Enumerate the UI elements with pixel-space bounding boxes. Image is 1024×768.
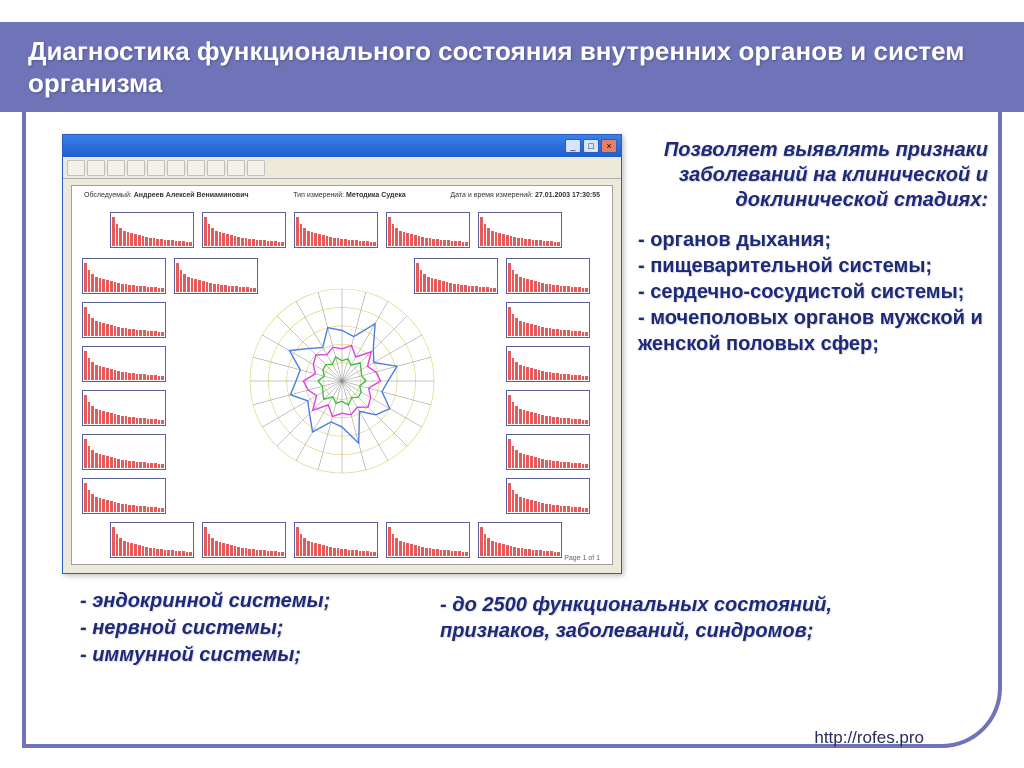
mini-bar-chart: [294, 212, 378, 248]
list-item: - органов дыхания;: [638, 227, 988, 253]
mini-bar-chart: [82, 390, 166, 426]
doc-subject-label: Обследуемый: Андреев Алексей Вениаминови…: [84, 192, 249, 199]
mini-bar-chart: [82, 258, 166, 294]
mini-bar-chart: [202, 522, 286, 558]
list-item: - иммунной системы;: [80, 642, 430, 669]
toolbar-button[interactable]: [167, 160, 185, 176]
toolbar-button[interactable]: [227, 160, 245, 176]
mini-bar-chart: [294, 522, 378, 558]
mini-bar-chart: [82, 478, 166, 514]
toolbar-button[interactable]: [147, 160, 165, 176]
toolbar-button[interactable]: [127, 160, 145, 176]
mini-bar-chart: [110, 522, 194, 558]
list-item: - сердечно-сосудистой системы;: [638, 279, 988, 305]
mini-bar-chart: [414, 258, 498, 294]
document-header: Обследуемый: Андреев Алексей Вениаминови…: [72, 186, 612, 201]
mini-bar-chart: [202, 212, 286, 248]
document-page: Обследуемый: Андреев Алексей Вениаминови…: [71, 185, 613, 565]
embedded-screenshot: _ □ × Обследуемый: Андреев Алексей Вениа…: [62, 134, 622, 574]
list-item: - пищеварительной системы;: [638, 253, 988, 279]
mini-bar-chart: [506, 478, 590, 514]
doc-date-label: Дата и время измерений: 27.01.2003 17:30…: [450, 192, 600, 199]
mini-bar-chart: [386, 522, 470, 558]
maximize-icon[interactable]: □: [583, 139, 599, 153]
bottom-left-list: - эндокринной системы;- нервной системы;…: [80, 588, 430, 669]
window-titlebar: _ □ ×: [63, 135, 621, 157]
mini-bar-chart: [506, 258, 590, 294]
minimize-icon[interactable]: _: [565, 139, 581, 153]
right-list: - органов дыхания;- пищеварительной сист…: [638, 227, 988, 357]
mini-bar-chart: [478, 212, 562, 248]
radar-chart: [242, 281, 442, 481]
mini-bar-chart: [506, 434, 590, 470]
toolbar-button[interactable]: [67, 160, 85, 176]
toolbar-button[interactable]: [247, 160, 265, 176]
doc-method-label: Тип измерений: Методика Судека: [293, 192, 406, 199]
mini-bar-chart: [82, 346, 166, 382]
list-item: - мочеполовых органов мужской и женской …: [638, 305, 988, 357]
document-page-number: Page 1 of 1: [564, 555, 600, 562]
intro-text: Позволяет выявлять признаки заболеваний …: [638, 138, 988, 213]
window-toolbar: [63, 157, 621, 179]
mini-bar-chart: [110, 212, 194, 248]
mini-bar-chart: [478, 522, 562, 558]
chart-grid: [82, 212, 602, 550]
slide-header: Диагностика функционального состояния вн…: [0, 22, 1024, 112]
toolbar-button[interactable]: [87, 160, 105, 176]
frame-left-border: [22, 112, 26, 748]
list-item: - эндокринной системы;: [80, 588, 430, 615]
toolbar-button[interactable]: [207, 160, 225, 176]
toolbar-button[interactable]: [107, 160, 125, 176]
right-text-block: Позволяет выявлять признаки заболеваний …: [638, 138, 988, 357]
close-icon[interactable]: ×: [601, 139, 617, 153]
mini-bar-chart: [506, 390, 590, 426]
list-item: - нервной системы;: [80, 615, 430, 642]
mini-bar-chart: [506, 302, 590, 338]
slide-title: Диагностика функционального состояния вн…: [28, 35, 1024, 100]
bottom-right-text: - до 2500 функциональных состояний, приз…: [440, 592, 940, 644]
footer-url: http://rofes.pro: [814, 728, 924, 748]
mini-bar-chart: [174, 258, 258, 294]
mini-bar-chart: [506, 346, 590, 382]
mini-bar-chart: [82, 434, 166, 470]
mini-bar-chart: [82, 302, 166, 338]
mini-bar-chart: [386, 212, 470, 248]
toolbar-button[interactable]: [187, 160, 205, 176]
